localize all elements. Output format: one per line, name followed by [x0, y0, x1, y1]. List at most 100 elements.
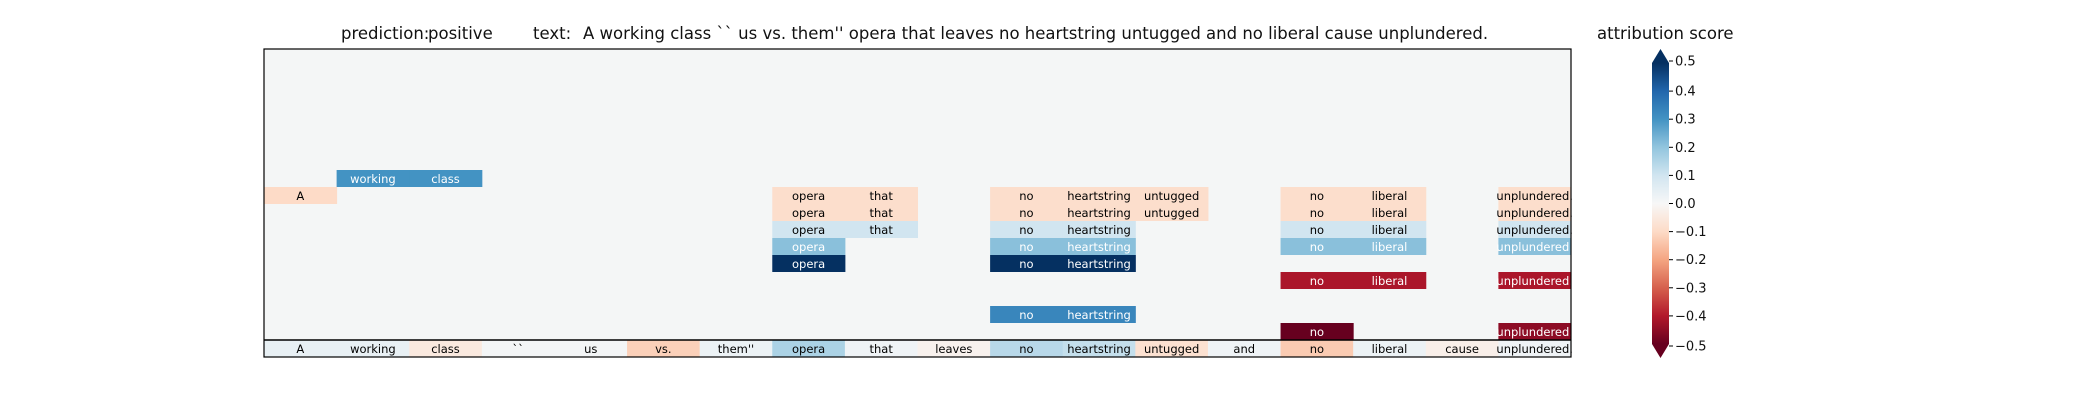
attribution-token-label: unplundered.	[1496, 189, 1573, 203]
attribution-token-label: opera	[792, 240, 825, 254]
attribution-cell-working	[336, 170, 410, 187]
attribution-cell-liberal	[1353, 238, 1427, 255]
token-cell-unplundered.	[1498, 340, 1572, 357]
colorbar-label: attribution score	[1597, 24, 1734, 43]
attribution-cell-opera	[772, 204, 846, 221]
attribution-cell-unplundered.	[1498, 187, 1572, 204]
colorbar-tick-label: −0.1	[1675, 225, 1707, 240]
chart-title-text-value: A working class `` us vs. them'' opera t…	[583, 24, 1488, 43]
attribution-cell-heartstring	[1062, 238, 1136, 255]
token-cell-opera	[772, 340, 846, 357]
token-cell-A	[264, 340, 338, 357]
attribution-token-label: no	[1019, 240, 1033, 254]
attribution-token-label: no	[1310, 223, 1324, 237]
token-label: us	[584, 342, 597, 356]
attribution-cell-untugged	[1135, 187, 1209, 204]
attribution-cell-no	[1280, 238, 1354, 255]
attribution-cell-A	[264, 187, 338, 204]
token-label: no	[1019, 342, 1033, 356]
attribution-cell-liberal	[1353, 204, 1427, 221]
attribution-cell-heartstring	[1062, 204, 1136, 221]
attribution-token-label: opera	[792, 206, 825, 220]
attribution-token-label: opera	[792, 189, 825, 203]
attribution-cell-no	[1280, 272, 1354, 289]
attribution-cell-no	[1280, 187, 1354, 204]
attribution-token-label: no	[1310, 325, 1324, 339]
attribution-cell-no	[1280, 323, 1354, 340]
colorbar-extend-top	[1652, 49, 1669, 63]
attribution-cell-opera	[772, 221, 846, 238]
attribution-token-label: liberal	[1372, 189, 1408, 203]
token-cell-leaves	[917, 340, 991, 357]
colorbar-tick-label: −0.5	[1675, 340, 1707, 355]
colorbar: −0.5 −0.4 −0.3 −0.2 −0.1 0.0 0.1 0.2 0.3 0.4 0.5	[1652, 49, 1707, 358]
attribution-cell-heartstring	[1062, 255, 1136, 272]
token-label: opera	[792, 342, 825, 356]
colorbar-tick-label: 0.1	[1675, 169, 1696, 184]
attribution-token-label: unplundered.	[1496, 325, 1573, 339]
attribution-token-label: no	[1310, 274, 1324, 288]
attribution-cell-unplundered.	[1498, 323, 1572, 340]
token-cell-heartstring	[1062, 340, 1136, 357]
token-label: vs.	[655, 342, 671, 356]
attribution-token-label: heartstring	[1067, 189, 1131, 203]
attribution-cell-unplundered.	[1498, 204, 1572, 221]
token-label: no	[1310, 342, 1324, 356]
attribution-token-label: heartstring	[1067, 206, 1131, 220]
token-cell-class	[409, 340, 483, 357]
attribution-cell-no	[990, 306, 1064, 323]
plot-area: no unplundered. no heartstring no liberal unpl…	[263, 48, 1573, 358]
attribution-cell-no	[1280, 221, 1354, 238]
attribution-token-label: unplundered.	[1496, 240, 1573, 254]
attribution-cell-heartstring	[1062, 306, 1136, 323]
attribution-token-label: liberal	[1372, 206, 1408, 220]
token-label: and	[1233, 342, 1255, 356]
attribution-cell-no	[990, 238, 1064, 255]
colorbar-tick-label: 0.4	[1675, 85, 1696, 100]
attribution-token-label: unplundered.	[1496, 206, 1573, 220]
colorbar-tick-label: 0.5	[1675, 55, 1696, 70]
attribution-cell-untugged	[1135, 204, 1209, 221]
attribution-cell-unplundered.	[1498, 238, 1572, 255]
token-label: ``	[512, 342, 524, 356]
token-label: A	[296, 342, 304, 356]
colorbar-tick-label: 0.3	[1675, 113, 1696, 128]
attribution-cell-no	[1280, 204, 1354, 221]
attribution-token-label: heartstring	[1067, 308, 1131, 322]
token-label: them''	[718, 342, 754, 356]
chart-title-prediction-label: prediction:	[341, 24, 429, 43]
attribution-cell-unplundered.	[1498, 272, 1572, 289]
attribution-cell-class	[409, 170, 483, 187]
attribution-cell-opera	[772, 187, 846, 204]
attribution-cell-no	[990, 187, 1064, 204]
token-label: untugged	[1144, 342, 1199, 356]
attribution-cell-no	[990, 221, 1064, 238]
attribution-token-label: untugged	[1144, 189, 1199, 203]
chart-title-text-label: text:	[533, 24, 571, 43]
token-cell-working	[336, 340, 410, 357]
attribution-token-label: that	[870, 189, 894, 203]
attribution-token-label: liberal	[1372, 274, 1408, 288]
attribution-token-label: heartstring	[1067, 257, 1131, 271]
token-cell-vs.	[627, 340, 701, 357]
colorbar-extend-bottom	[1652, 344, 1669, 358]
attribution-token-label: liberal	[1372, 240, 1408, 254]
token-label: liberal	[1372, 342, 1408, 356]
attribution-cell-that	[844, 221, 918, 238]
token-label: leaves	[935, 342, 972, 356]
attribution-cell-liberal	[1353, 272, 1427, 289]
token-label: that	[870, 342, 894, 356]
token-cell-no	[990, 340, 1064, 357]
token-label: heartstring	[1067, 342, 1131, 356]
attribution-token-label: no	[1019, 257, 1033, 271]
attribution-cell-liberal	[1353, 187, 1427, 204]
attribution-cell-opera	[772, 238, 846, 255]
attribution-token-label: that	[870, 206, 894, 220]
token-cell-``	[481, 340, 555, 357]
attribution-token-label: unplundered.	[1496, 223, 1573, 237]
attribution-token-label: heartstring	[1067, 223, 1131, 237]
attribution-cell-that	[844, 204, 918, 221]
attribution-cell-unplundered.	[1498, 221, 1572, 238]
token-cell-no	[1280, 340, 1354, 357]
